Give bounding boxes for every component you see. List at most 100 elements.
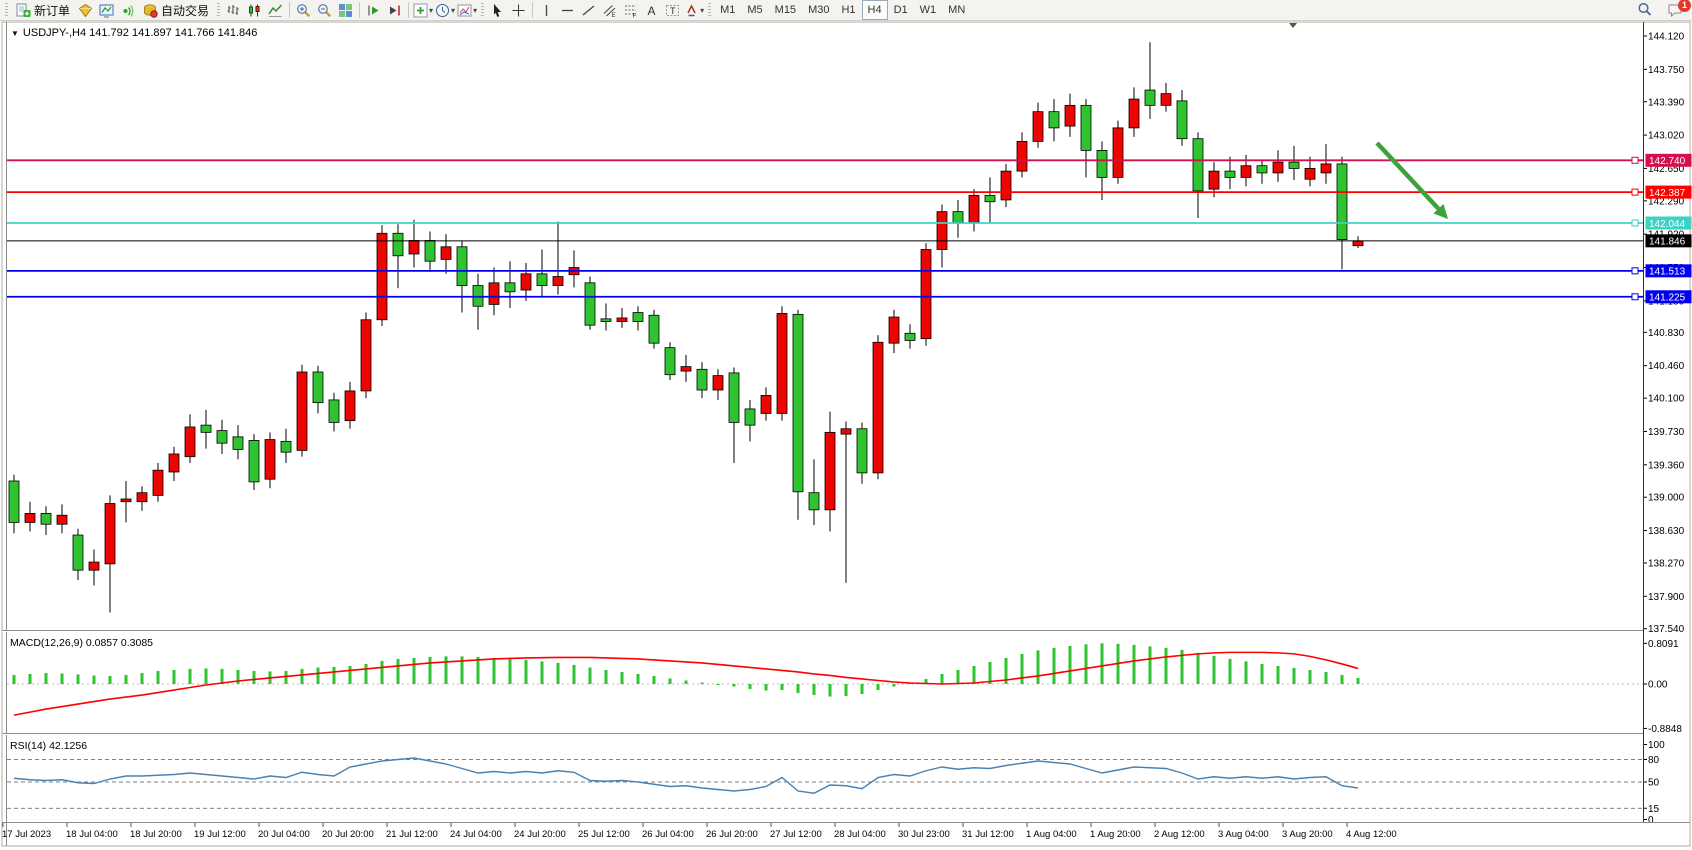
arrows-tool-button[interactable]: ▾ [683, 1, 705, 20]
fibonacci-tool-button[interactable]: F [620, 1, 641, 20]
time-tick-label: 18 Jul 04:00 [66, 829, 118, 840]
periods-button[interactable]: ▾ [434, 1, 456, 20]
crosshair-tool-button[interactable] [508, 1, 529, 20]
text-label-tool-button[interactable]: T [662, 1, 683, 20]
candle-down [248, 440, 260, 483]
macd-tick-label: 0.8091 [1648, 639, 1679, 650]
new-chart-button[interactable] [96, 1, 117, 20]
price-tick-label: 137.540 [1648, 624, 1685, 635]
channel-icon: E [602, 3, 617, 18]
macd-bar [860, 684, 864, 695]
search-button[interactable] [1634, 1, 1655, 20]
market-watch-button[interactable] [75, 1, 96, 20]
timeframe-m5-button[interactable]: M5 [747, 4, 763, 16]
macd-bar [1212, 655, 1216, 684]
zoom-in-button[interactable] [293, 1, 314, 20]
toolbar-grip[interactable] [481, 3, 485, 17]
candle-down [200, 424, 212, 433]
price-tick-label: 139.360 [1648, 460, 1685, 471]
vertical-line-tool-button[interactable] [536, 1, 557, 20]
candle-up [1112, 127, 1124, 178]
svg-text:T: T [670, 6, 676, 16]
price-tick-label: 142.290 [1648, 196, 1685, 207]
candle-up [344, 390, 356, 422]
candle-down [72, 534, 84, 571]
trendline-tool-button[interactable] [578, 1, 599, 20]
cursor-tool-button[interactable] [487, 1, 508, 20]
macd-bar [124, 674, 128, 684]
macd-bar [12, 674, 16, 684]
signals-button[interactable] [117, 1, 138, 20]
arrow-annotation[interactable] [1375, 141, 1441, 211]
macd-bar [1020, 653, 1024, 684]
horizontal-line-tool-button[interactable] [557, 1, 578, 20]
macd-bar [764, 684, 768, 691]
macd-bar [476, 656, 480, 684]
time-tick-label: 27 Jul 12:00 [770, 829, 822, 840]
candlestick-mode-button[interactable] [244, 1, 265, 20]
line-chart-mode-button[interactable] [265, 1, 286, 20]
chart-expand-icon[interactable]: ▼ [11, 29, 19, 38]
level-line-handle[interactable] [1631, 156, 1639, 164]
tile-windows-button[interactable] [335, 1, 356, 20]
macd-bar [828, 684, 832, 697]
price-badge-label: 141.225 [1649, 293, 1686, 304]
auto-scroll-button[interactable] [363, 1, 384, 20]
search-icon [1637, 2, 1653, 18]
candle-up [264, 439, 276, 480]
zoom-out-button[interactable] [314, 1, 335, 20]
autotrading-button[interactable]: 自动交易 [138, 1, 214, 20]
macd-bar [1052, 647, 1056, 684]
candle-down [1176, 100, 1188, 140]
macd-bar [28, 673, 32, 684]
macd-bar [812, 684, 816, 696]
arrow-annotation-head[interactable] [1433, 203, 1448, 219]
level-line-handle[interactable] [1631, 188, 1639, 196]
timeframe-h1-button[interactable]: H1 [841, 4, 856, 16]
candle-down [1144, 89, 1156, 106]
candle-up [968, 195, 980, 223]
chart-title-text: USDJPY-,H4 141.792 141.897 141.766 141.8… [22, 27, 258, 39]
bar-chart-mode-button[interactable] [223, 1, 244, 20]
toolbar-grip[interactable] [5, 3, 8, 17]
candle-up [88, 561, 100, 571]
macd-bar [236, 669, 240, 684]
timeframe-mn-button[interactable]: MN [948, 4, 966, 16]
bar-chart-icon [226, 3, 241, 18]
level-line-handle[interactable] [1631, 267, 1639, 275]
templates-button[interactable]: ▾ [456, 1, 478, 20]
level-line-handle[interactable] [1631, 293, 1639, 301]
indicators-button[interactable]: ▾ [412, 1, 434, 20]
candle-down [536, 273, 548, 286]
chart-shift-button[interactable] [384, 1, 405, 20]
text-tool-button[interactable]: A [641, 1, 662, 20]
chart-plot-area[interactable] [7, 23, 1643, 630]
channel-tool-button[interactable]: E [599, 1, 620, 20]
chart-shift-marker[interactable] [1289, 23, 1297, 28]
price-tick-label: 137.900 [1648, 592, 1685, 603]
timeframe-m30-button[interactable]: M30 [808, 4, 830, 16]
new-order-button[interactable]: 新订单 [11, 1, 75, 20]
timeframe-w1-button[interactable]: W1 [919, 4, 937, 16]
candle-down [808, 492, 820, 511]
macd-tick-label: 0.00 [1648, 680, 1668, 691]
price-badge [1645, 290, 1692, 304]
timeframe-h4-button[interactable]: H4 [861, 0, 888, 20]
toolbar-grip[interactable] [217, 3, 221, 17]
toolbar-grip[interactable] [708, 3, 712, 17]
macd-bar [796, 684, 800, 694]
macd-bar [1132, 644, 1136, 684]
notifications-button[interactable]: 1 [1665, 0, 1691, 20]
time-tick-label: 30 Jul 23:00 [898, 829, 950, 840]
candle-down [696, 368, 708, 391]
notification-count-badge: 1 [1678, 0, 1691, 12]
macd-bar [1260, 663, 1264, 684]
candle-up [712, 375, 724, 391]
macd-bar [492, 657, 496, 684]
timeframe-m1-button[interactable]: M1 [720, 4, 736, 16]
time-tick-label: 28 Jul 04:00 [834, 829, 886, 840]
level-line-handle[interactable] [1631, 219, 1639, 227]
timeframe-m15-button[interactable]: M15 [774, 4, 797, 16]
timeframe-d1-button[interactable]: D1 [893, 4, 908, 16]
